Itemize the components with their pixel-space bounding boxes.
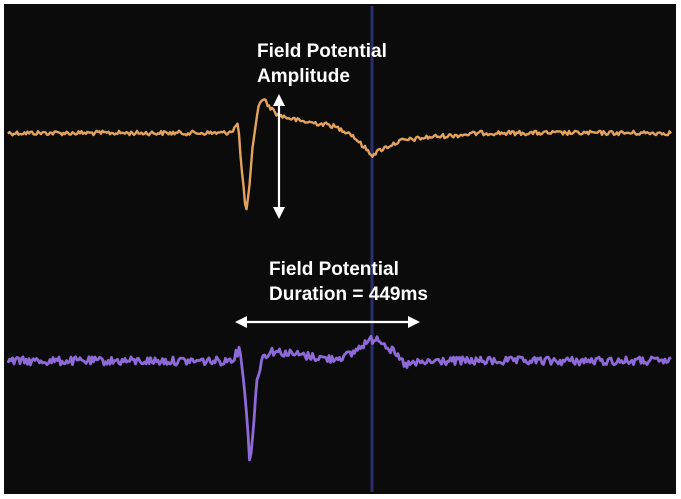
duration-arrow-head-left <box>235 316 247 328</box>
duration-label-line-1: Field Potential <box>269 259 399 280</box>
amplitude-label-line-1: Field Potential <box>257 41 387 62</box>
series-trace-upper <box>7 98 672 211</box>
duration-arrow-head-right <box>408 316 420 328</box>
amplitude-arrow <box>273 94 285 219</box>
plot-background <box>4 4 676 494</box>
duration-label-line-2: Duration = 449ms <box>269 284 428 305</box>
amplitude-arrow-head-bottom <box>273 207 285 219</box>
series-trace-lower <box>6 334 672 462</box>
amplitude-arrow-head-top <box>273 94 285 106</box>
amplitude-label-line-2: Amplitude <box>257 66 350 87</box>
duration-arrow <box>235 316 420 328</box>
